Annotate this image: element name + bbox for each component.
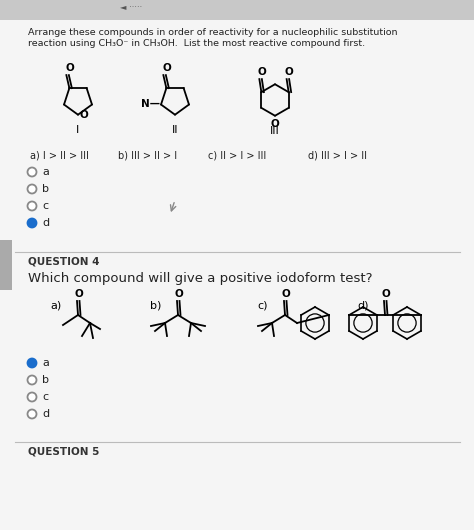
Text: QUESTION 5: QUESTION 5 — [28, 447, 100, 457]
Text: ◄ ·····: ◄ ····· — [120, 3, 142, 12]
Text: Which compound will give a positive iodoform test?: Which compound will give a positive iodo… — [28, 272, 373, 285]
Text: O: O — [257, 67, 266, 77]
Circle shape — [27, 218, 36, 227]
Text: d) III > I > II: d) III > I > II — [308, 150, 367, 160]
Text: reaction using CH₃O⁻ in CH₃OH.  List the most reactive compound first.: reaction using CH₃O⁻ in CH₃OH. List the … — [28, 39, 365, 48]
Text: b: b — [42, 184, 49, 194]
Text: O: O — [163, 63, 172, 73]
Text: O: O — [174, 289, 183, 299]
Text: a): a) — [50, 300, 61, 310]
Circle shape — [27, 201, 36, 210]
Circle shape — [27, 375, 36, 384]
Text: a) I > II > III: a) I > II > III — [30, 150, 89, 160]
Text: O: O — [285, 67, 293, 77]
Text: III: III — [270, 126, 280, 136]
Text: c) II > I > III: c) II > I > III — [208, 150, 266, 160]
Circle shape — [27, 184, 36, 193]
Text: d: d — [42, 218, 49, 228]
Text: d): d) — [357, 300, 368, 310]
Text: a: a — [42, 167, 49, 177]
Text: b) III > II > I: b) III > II > I — [118, 150, 177, 160]
Text: O: O — [271, 119, 279, 129]
Text: II: II — [172, 125, 178, 135]
Text: b: b — [42, 375, 49, 385]
Text: O: O — [80, 110, 89, 120]
FancyBboxPatch shape — [0, 240, 12, 290]
FancyBboxPatch shape — [0, 0, 474, 20]
Text: d: d — [42, 409, 49, 419]
Text: a: a — [42, 358, 49, 368]
Text: N—: N— — [141, 99, 160, 109]
Text: c: c — [42, 392, 48, 402]
Text: QUESTION 4: QUESTION 4 — [28, 257, 100, 267]
Text: c): c) — [257, 300, 267, 310]
Text: c: c — [42, 201, 48, 211]
Text: O: O — [281, 289, 290, 299]
Text: b): b) — [150, 300, 161, 310]
Text: O: O — [381, 289, 390, 299]
Circle shape — [27, 358, 36, 367]
Circle shape — [27, 393, 36, 402]
Circle shape — [27, 167, 36, 176]
Text: Arrange these compounds in order of reactivity for a nucleophilic substitution: Arrange these compounds in order of reac… — [28, 28, 398, 37]
Text: O: O — [66, 63, 75, 73]
Circle shape — [27, 410, 36, 419]
Text: O: O — [74, 289, 83, 299]
Text: I: I — [76, 125, 80, 135]
